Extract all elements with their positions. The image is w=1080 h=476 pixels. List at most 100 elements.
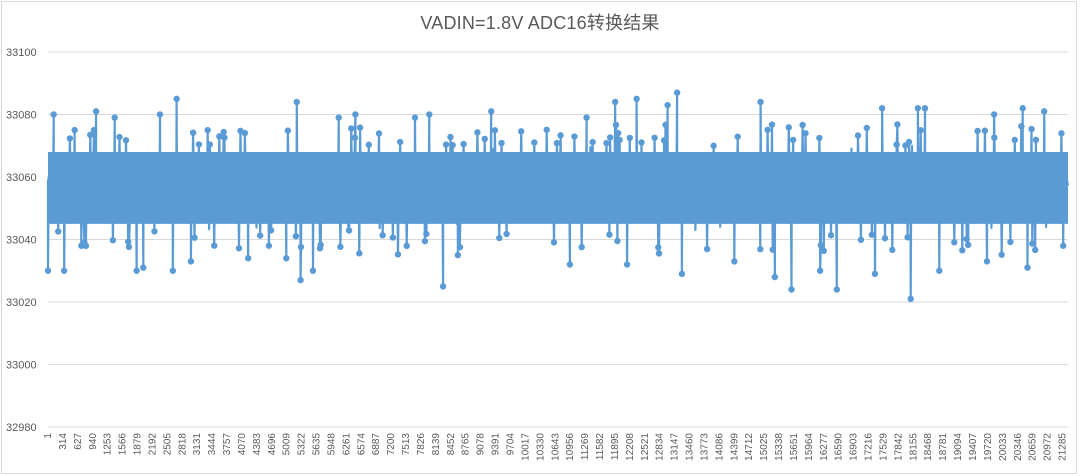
data-point-marker [678,270,686,278]
x-tick-label: 1879 [133,433,144,456]
x-tick-label: 16590 [834,433,845,461]
data-point-marker [566,261,574,268]
x-tick-label: 1253 [103,433,114,456]
data-point-marker [125,238,132,245]
x-tick-label: 1566 [118,433,129,456]
data-point-marker [55,228,62,235]
x-tick-label: 8452 [446,433,457,456]
data-point-marker [151,228,158,235]
data-point-marker [356,250,363,257]
x-tick-label: 314 [58,433,69,450]
data-point-marker [87,131,94,139]
x-tick-label: 3131 [192,433,203,456]
data-point-marker [351,134,359,141]
data-point-marker [531,139,538,146]
data-point-marker [816,267,824,274]
x-tick-label: 6574 [356,433,367,456]
data-point-marker [731,258,738,265]
data-point-marker [481,135,488,143]
data-point-marker [785,124,792,131]
data-point-marker [983,258,991,265]
data-point-marker [603,139,610,147]
data-point-marker [426,111,433,118]
data-point-marker [990,111,998,118]
data-point-marker [297,243,305,251]
x-tick-label: 9391 [491,433,502,456]
data-point-marker [871,270,879,278]
data-point-marker [881,235,889,242]
x-tick-label: 19407 [968,433,979,461]
data-point-marker [449,141,456,149]
data-point-marker [633,95,640,103]
series-line [46,91,1070,300]
x-tick-label: 10643 [550,433,561,461]
data-point-marker [423,230,430,238]
y-tick-label: 32980 [6,422,37,434]
data-point-marker [439,283,447,290]
x-tick-label: 15025 [759,433,770,461]
x-tick-label: 15338 [774,433,785,461]
x-axis-labels: 1 314 627 940 1253 1566 1879 2192 2505 2818 3131 34… [43,433,1069,461]
data-point-marker [189,129,197,136]
x-tick-label: 13773 [699,433,710,461]
data-point-marker [878,105,886,112]
data-point-marker [868,231,876,238]
y-tick-label: 33040 [6,235,37,247]
data-series-adc16 [44,89,1070,303]
data-point-marker [802,130,809,137]
data-point-marker [583,114,590,121]
x-tick-label: 20659 [1028,433,1039,461]
data-point-marker [1011,136,1018,144]
data-point-marker [396,138,404,146]
x-tick-label: 20972 [1043,433,1054,461]
data-point-marker [442,141,450,148]
data-point-marker [44,267,52,274]
data-point-marker [789,136,797,144]
x-tick-label: 9078 [476,433,487,456]
data-point-marker [284,127,292,134]
data-point-marker [771,273,779,281]
data-point-marker [673,89,681,96]
y-tick-label: 33080 [6,110,37,122]
data-point-marker [195,141,203,148]
data-point-marker [488,108,495,115]
x-tick-label: 14712 [744,433,755,461]
data-point-marker [50,111,57,118]
x-tick-label: 12834 [655,433,666,461]
data-point-marker [498,139,505,147]
data-point-marker [1024,264,1031,271]
data-point-marker [833,286,841,293]
x-tick-label: 11269 [580,433,591,461]
data-point-marker [1018,122,1025,130]
data-point-marker [297,276,304,284]
data-point-marker [963,235,970,243]
data-point-marker [365,141,373,148]
data-point-marker [964,241,972,249]
x-tick-label: 3757 [222,433,233,456]
data-point-marker [122,137,130,144]
data-point-marker [951,239,958,246]
data-point-marker [614,129,622,137]
data-point-marker [626,134,634,142]
x-tick-label: 7513 [401,433,412,456]
x-tick-label: 4383 [252,433,263,456]
data-point-marker [553,139,561,147]
data-point-marker [1029,240,1036,247]
data-point-marker [820,247,827,255]
data-point-marker [206,141,214,148]
data-point-marker [403,242,410,250]
data-point-marker [571,133,578,140]
data-point-marker [116,133,123,141]
data-point-marker [66,135,74,142]
data-point-marker [655,244,662,251]
data-point-marker [133,267,140,274]
x-tick-label: 18781 [938,433,949,461]
x-tick-label: 10330 [535,433,546,461]
x-tick-label: 12208 [625,433,636,461]
x-tick-label: 11895 [610,433,621,461]
x-tick-label: 940 [88,433,99,450]
data-point-marker [1007,238,1014,246]
data-point-marker [921,105,929,112]
data-point-marker [638,139,645,146]
